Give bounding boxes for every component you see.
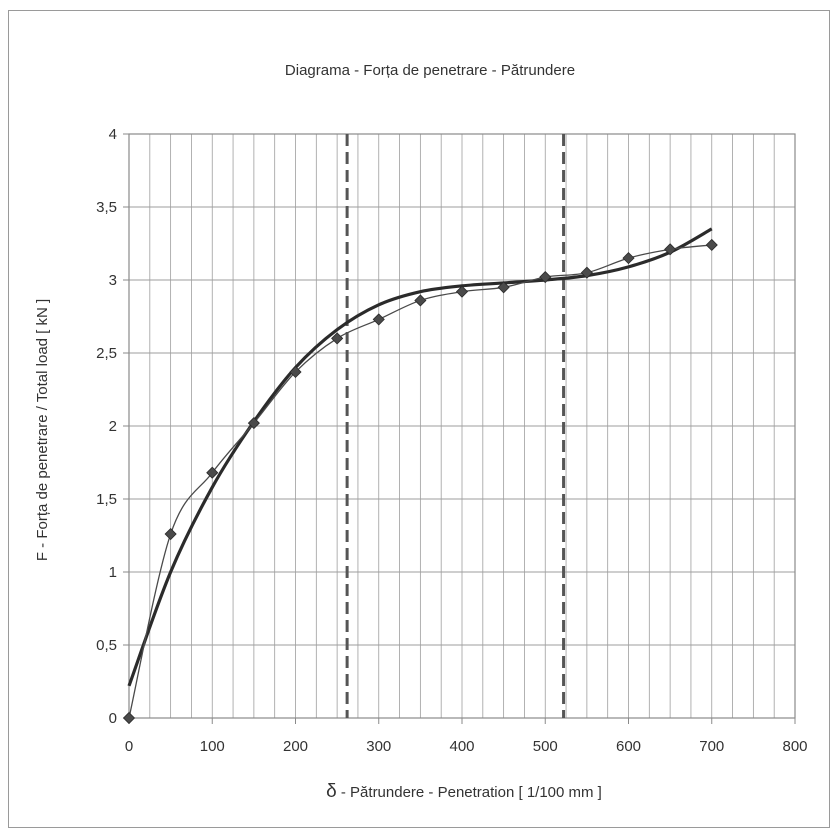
y-tick-label: 3,5 <box>96 199 117 216</box>
delta-symbol: δ <box>326 781 337 802</box>
y-tick-label: 4 <box>109 126 117 143</box>
y-tick-label: 1 <box>109 564 117 581</box>
y-tick-label: 2 <box>109 418 117 435</box>
x-tick-label: 200 <box>283 738 308 755</box>
chart-frame: Diagrama - Forța de penetrare - Pătrunde… <box>8 10 830 828</box>
data-point-diamond <box>664 243 677 256</box>
x-axis-label-text: - Pătrundere - Penetration [ 1/100 mm ] <box>337 784 602 801</box>
trend-curve <box>127 227 713 687</box>
series-line <box>128 244 712 719</box>
data-point-diamond <box>705 238 718 252</box>
data-point-diamond <box>122 711 136 725</box>
y-tick-label: 2,5 <box>96 345 117 362</box>
x-tick-label: 800 <box>782 738 807 755</box>
series-data <box>122 227 718 725</box>
y-tick-label: 1,5 <box>96 491 117 508</box>
data-point-diamond <box>455 285 469 298</box>
data-point-diamond <box>580 266 593 279</box>
y-tick-label: 0 <box>109 710 117 727</box>
grid <box>123 133 796 724</box>
x-tick-label: 0 <box>125 738 133 755</box>
data-point-diamond <box>497 281 510 294</box>
y-tick-labels: 0 0,5 1 1,5 2 2,5 3 3,5 4 <box>96 126 117 727</box>
data-point-diamond <box>164 527 177 541</box>
data-point-diamond <box>206 466 219 479</box>
data-point-diamond <box>622 252 635 265</box>
data-point-diamond <box>289 365 302 379</box>
y-tick-label: 3 <box>109 272 117 289</box>
x-axis-label: δ - Pătrundere - Penetration [ 1/100 mm … <box>326 781 602 802</box>
x-tick-label: 500 <box>533 738 558 755</box>
data-point-diamond <box>372 313 385 326</box>
data-point-diamond <box>331 332 344 345</box>
x-tick-label: 600 <box>616 738 641 755</box>
chart-title: Diagrama - Forța de penetrare - Pătrunde… <box>285 62 575 79</box>
x-tick-labels: 0 100 200 300 400 500 600 700 800 <box>125 738 808 755</box>
chart-svg: Diagrama - Forța de penetrare - Pătrunde… <box>34 62 808 802</box>
vertical-dashed-lines <box>345 134 566 718</box>
x-tick-label: 700 <box>699 738 724 755</box>
x-tick-label: 300 <box>366 738 391 755</box>
x-tick-label: 100 <box>200 738 225 755</box>
y-tick-label: 0,5 <box>96 637 117 654</box>
data-point-diamond <box>539 271 552 284</box>
data-point-diamond <box>247 417 260 430</box>
data-point-diamond <box>414 294 427 307</box>
y-axis-label: F - Forța de penetrare / Total load [ kN… <box>34 299 51 561</box>
x-tick-label: 400 <box>449 738 474 755</box>
